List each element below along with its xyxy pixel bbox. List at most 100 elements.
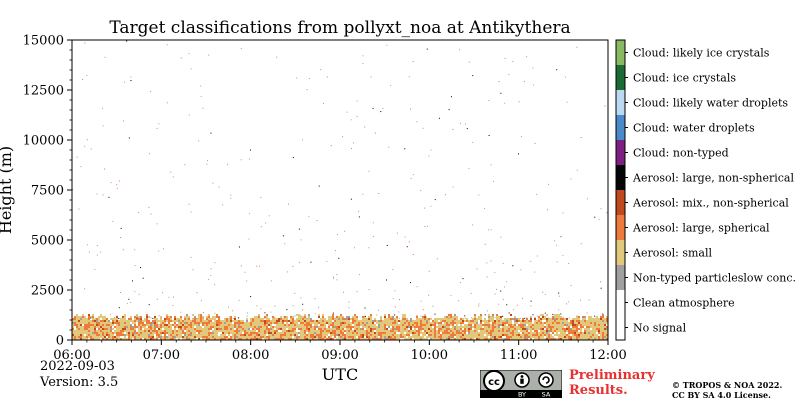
aerosol-pixel	[390, 334, 392, 336]
aerosol-pixel	[432, 334, 434, 336]
aerosol-pixel	[496, 318, 498, 320]
aerosol-pixel	[570, 336, 572, 338]
aerosol-pixel	[356, 330, 358, 332]
aerosol-pixel	[412, 332, 414, 334]
aerosol-pixel	[206, 330, 208, 332]
aerosol-pixel	[594, 326, 596, 328]
aerosol-pixel	[368, 320, 370, 322]
aerosol-pixel	[228, 326, 230, 328]
aerosol-pixel	[468, 334, 470, 336]
aerosol-pixel	[522, 318, 524, 320]
aerosol-pixel	[96, 336, 98, 338]
sparse-pixel	[472, 75, 474, 77]
aerosol-pixel	[214, 334, 216, 336]
aerosol-pixel	[92, 338, 94, 340]
sparse-pixel	[428, 270, 430, 272]
aerosol-pixel	[140, 320, 142, 322]
aerosol-pixel	[172, 334, 174, 336]
aerosol-pixel	[200, 334, 202, 336]
aerosol-pixel	[382, 330, 384, 332]
aerosol-pixel	[552, 332, 554, 334]
sparse-pixel	[222, 204, 224, 206]
aerosol-pixel	[222, 326, 224, 328]
aerosol-pixel	[98, 326, 100, 328]
aerosol-pixel	[198, 330, 200, 332]
aerosol-pixel	[186, 326, 188, 328]
aerosol-pixel	[252, 328, 254, 330]
aerosol-pixel	[244, 328, 246, 330]
aerosol-pixel	[248, 336, 250, 338]
sparse-pixel	[348, 307, 350, 309]
aerosol-pixel	[264, 330, 266, 332]
aerosol-pixel	[308, 332, 310, 334]
aerosol-pixel	[428, 334, 430, 336]
sparse-pixel	[530, 260, 532, 262]
aerosol-pixel	[342, 324, 344, 326]
aerosol-pixel	[598, 318, 600, 320]
aerosol-pixel	[144, 338, 146, 340]
aerosol-pixel	[124, 330, 126, 332]
aerosol-pixel	[452, 320, 454, 322]
aerosol-pixel	[294, 332, 296, 334]
aerosol-pixel	[242, 334, 244, 336]
aerosol-pixel	[288, 332, 290, 334]
sparse-pixel	[492, 315, 494, 317]
aerosol-pixel	[572, 330, 574, 332]
aerosol-pixel	[268, 338, 270, 340]
aerosol-pixel	[594, 332, 596, 334]
aerosol-pixel	[470, 332, 472, 334]
sparse-pixel	[318, 185, 320, 187]
legend-label: No signal	[633, 322, 687, 335]
aerosol-pixel	[110, 328, 112, 330]
aerosol-pixel	[370, 318, 372, 320]
aerosol-pixel	[286, 316, 288, 318]
aerosol-pixel	[238, 326, 240, 328]
aerosol-pixel	[410, 328, 412, 330]
aerosol-pixel	[518, 326, 520, 328]
aerosol-pixel	[176, 326, 178, 328]
aerosol-pixel	[396, 324, 398, 326]
aerosol-pixel	[398, 330, 400, 332]
aerosol-pixel	[436, 334, 438, 336]
aerosol-pixel	[434, 318, 436, 320]
aerosol-pixel	[536, 326, 538, 328]
aerosol-pixel	[380, 318, 382, 320]
aerosol-pixel	[96, 324, 98, 326]
aerosol-pixel	[194, 336, 196, 338]
sparse-pixel	[502, 315, 504, 317]
aerosol-pixel	[234, 330, 236, 332]
sparse-pixel	[158, 123, 160, 125]
aerosol-pixel	[82, 316, 84, 318]
sparse-pixel	[314, 313, 316, 315]
aerosol-pixel	[98, 328, 100, 330]
aerosol-pixel	[74, 330, 76, 332]
aerosol-pixel	[304, 338, 306, 340]
aerosol-pixel	[564, 322, 566, 324]
aerosol-pixel	[106, 328, 108, 330]
aerosol-pixel	[534, 318, 536, 320]
aerosol-pixel	[514, 334, 516, 336]
aerosol-pixel	[110, 332, 112, 334]
aerosol-pixel	[482, 324, 484, 326]
aerosol-pixel	[86, 332, 88, 334]
aerosol-pixel	[244, 322, 246, 324]
aerosol-pixel	[604, 336, 606, 338]
cc-by-sa-license-logo[interactable]: cc BY SA	[480, 370, 562, 398]
aerosol-pixel	[128, 338, 130, 340]
aerosol-pixel	[244, 332, 246, 334]
aerosol-pixel	[86, 334, 88, 336]
sparse-pixel	[450, 295, 452, 297]
aerosol-pixel	[250, 322, 252, 324]
aerosol-pixel	[556, 320, 558, 322]
sparse-pixel	[376, 314, 378, 316]
aerosol-pixel	[600, 320, 602, 322]
aerosol-pixel	[138, 318, 140, 320]
aerosol-pixel	[138, 326, 140, 328]
sparse-pixel	[310, 261, 312, 263]
sparse-pixel	[240, 159, 242, 161]
sparse-pixel	[214, 284, 216, 286]
aerosol-pixel	[238, 324, 240, 326]
sparse-pixel	[444, 194, 446, 196]
aerosol-pixel	[402, 336, 404, 338]
aerosol-pixel	[314, 320, 316, 322]
